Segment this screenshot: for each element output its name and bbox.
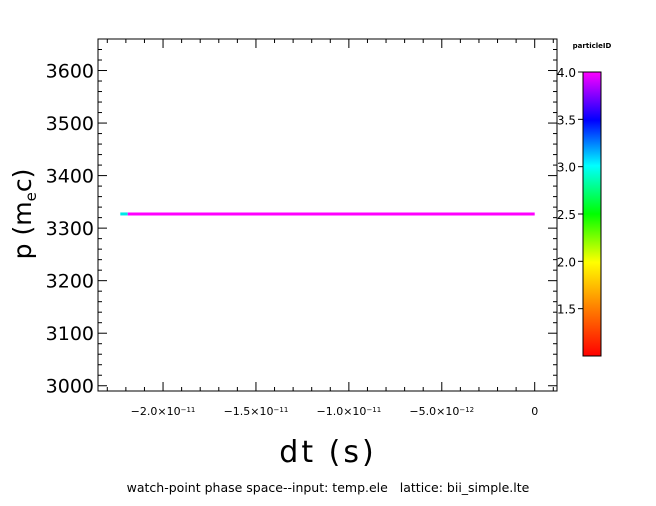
y-tick-label: 3500 [46,113,94,135]
colorbar-ticks: 1.5 2.0 2.5 3.0 3.5 4.0 [557,66,583,317]
colorbar [582,71,602,357]
y-tick-label: 3200 [46,271,94,293]
y-axis-label: p (mec) [8,169,40,260]
y-tick-label: 3400 [46,166,94,188]
x-tick-label: 0 [531,405,538,418]
y-axis-ticks: 3000 3100 3200 3300 3400 3500 3600 [46,49,557,398]
colorbar-tick-label: 2.0 [557,255,576,269]
colorbar-tick-label: 3.0 [557,161,576,175]
y-axis-label-tail: c) [8,169,37,193]
colorbar-tick-label: 3.5 [557,113,576,127]
x-axis-ticks: −2.0×10−11 −1.5×10−11 −1.0×10−11 −5.0×10−12… [106,39,554,418]
colorbar-label: particleID [573,42,612,50]
y-tick-label: 3300 [46,218,94,240]
caption: watch-point phase space--input: temp.ele… [127,480,530,495]
x-tick-label: −2.0×10−11 [131,405,196,418]
colorbar-tick-label: 1.5 [557,303,576,317]
x-tick-label: −5.0×10−12 [409,405,474,418]
plot-frame [97,38,558,392]
y-tick-label: 3600 [46,61,94,83]
y-axis-label-main: p (m [8,201,37,259]
colorbar-tick-label: 4.0 [557,66,576,80]
y-axis-label-sub: e [22,192,40,201]
colorbar-tick-label: 2.5 [557,208,576,222]
x-axis-label: dt (s) [279,435,376,470]
y-tick-label: 3000 [46,376,94,398]
x-tick-label: −1.0×10−11 [317,405,382,418]
y-tick-label: 3100 [46,323,94,345]
x-tick-label: −1.5×10−11 [224,405,289,418]
